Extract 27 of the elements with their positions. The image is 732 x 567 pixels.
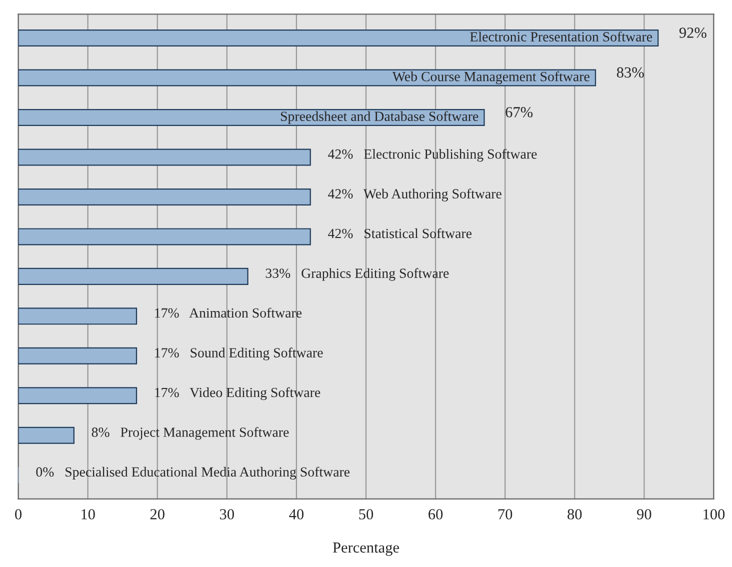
- data-label: 92%: [679, 28, 706, 38]
- text: 42% Statistical Software: [328, 228, 472, 238]
- x-tick-label: 50: [359, 509, 374, 520]
- y-tick-label: Web Course Management Software: [392, 71, 590, 84]
- x-tick-label: 60: [428, 509, 443, 520]
- data-label: 67%: [506, 107, 533, 118]
- x-tick-label: 80: [568, 509, 582, 520]
- text: 17% Sound Editing Software: [155, 348, 323, 360]
- x-axis-title: Percentage: [332, 542, 399, 556]
- x-tick-label: 70: [498, 509, 512, 520]
- x-tick-label: 40: [289, 509, 304, 520]
- x-tick-label: 20: [150, 509, 164, 520]
- x-tick-label: 0: [15, 509, 22, 520]
- x-tick-label: 100: [704, 509, 725, 520]
- text: 8% Project Management Software: [92, 427, 289, 440]
- x-tick-label: 30: [220, 509, 234, 520]
- text: 33% Graphics Editing Software: [266, 268, 449, 281]
- x-tick-label: 10: [82, 509, 95, 520]
- text: 42% Web Authoring Software: [328, 188, 502, 202]
- text: 17% Animation Software: [155, 308, 302, 318]
- y-tick-label: Spreedsheet and Database Software: [280, 111, 478, 124]
- x-tick-label: 90: [637, 509, 652, 520]
- y-tick-label: Electronic Presentation Software: [470, 32, 652, 42]
- data-label: 83%: [616, 67, 644, 78]
- text: 17% Video Editing Software: [155, 387, 320, 400]
- text: 42% Electronic Publishing Software: [328, 148, 537, 162]
- text: 0% Specialised Educational Media Authoring Software: [36, 466, 350, 480]
